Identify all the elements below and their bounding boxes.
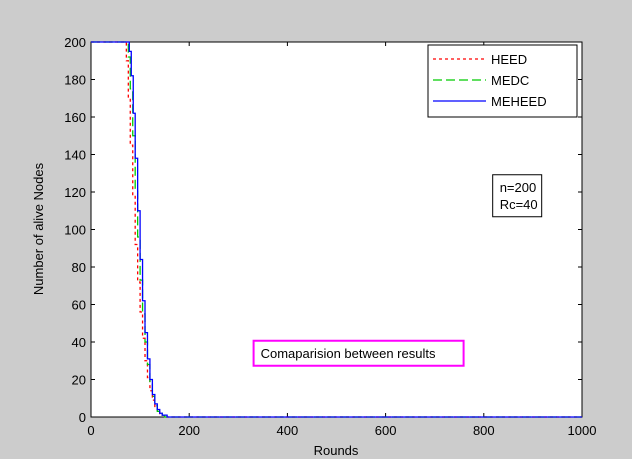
series-line-heed bbox=[91, 41, 582, 418]
y-tick-label: 80 bbox=[72, 260, 86, 275]
y-tick-label: 0 bbox=[79, 410, 86, 425]
series-line-meheed bbox=[91, 41, 582, 418]
legend-label: MEHEED bbox=[491, 94, 547, 109]
x-axis: 0 200 400 600 800 1000 bbox=[87, 42, 596, 438]
annotation-text: Comaparision between results bbox=[261, 346, 436, 361]
y-tick-label: 200 bbox=[64, 35, 86, 50]
legend-label: HEED bbox=[491, 52, 527, 67]
x-tick-label: 0 bbox=[87, 423, 94, 438]
y-axis-label: Number of alive Nodes bbox=[31, 162, 46, 295]
y-axis: 0 20 40 60 80 100 120 140 160 180 200 bbox=[64, 35, 582, 425]
annotations: n=200 Rc=40 Comaparision between results bbox=[252, 174, 543, 367]
series-layer bbox=[91, 41, 582, 418]
x-axis-label: Rounds bbox=[314, 443, 359, 458]
y-tick-label: 160 bbox=[64, 110, 86, 125]
legend-label: MEDC bbox=[491, 73, 529, 88]
annotation-box bbox=[492, 174, 543, 218]
y-tick-label: 140 bbox=[64, 148, 86, 163]
x-tick-label: 800 bbox=[473, 423, 495, 438]
y-tick-label: 120 bbox=[64, 185, 86, 200]
legend-box bbox=[427, 44, 578, 118]
x-tick-label: 1000 bbox=[568, 423, 597, 438]
annotation-text: Rc=40 bbox=[500, 197, 538, 212]
annotation-box bbox=[252, 339, 465, 367]
y-tick-label: 100 bbox=[64, 223, 86, 238]
y-tick-label: 20 bbox=[72, 373, 86, 388]
x-tick-label: 400 bbox=[277, 423, 299, 438]
x-tick-label: 200 bbox=[178, 423, 200, 438]
annotation-text: n=200 bbox=[500, 180, 537, 195]
y-tick-label: 40 bbox=[72, 335, 86, 350]
y-tick-label: 180 bbox=[64, 73, 86, 88]
y-tick-label: 60 bbox=[72, 298, 86, 313]
x-tick-label: 600 bbox=[375, 423, 397, 438]
legend: HEED MEDC MEHEED bbox=[427, 44, 578, 118]
